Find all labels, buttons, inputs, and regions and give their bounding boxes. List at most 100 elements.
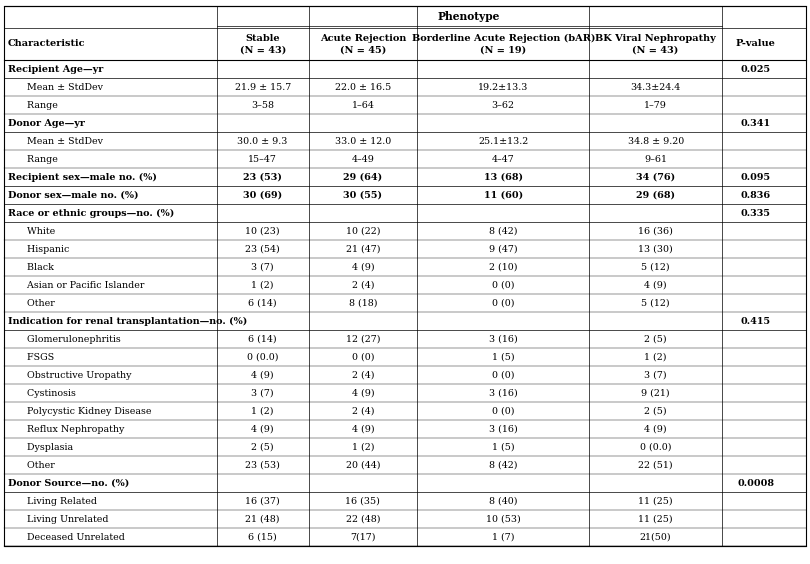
Text: 30 (55): 30 (55) (343, 191, 382, 200)
Text: Donor Age—yr: Donor Age—yr (8, 118, 85, 127)
Text: 22 (48): 22 (48) (346, 514, 380, 523)
Text: 22.0 ± 16.5: 22.0 ± 16.5 (335, 82, 391, 91)
Text: 29 (64): 29 (64) (343, 173, 382, 182)
Text: Stable
(N = 43): Stable (N = 43) (240, 34, 286, 54)
Text: 9 (21): 9 (21) (642, 389, 670, 398)
Text: 22 (51): 22 (51) (638, 460, 673, 469)
Text: Dysplasia: Dysplasia (18, 443, 73, 452)
Text: 10 (53): 10 (53) (486, 514, 521, 523)
Text: Asian or Pacific Islander: Asian or Pacific Islander (18, 280, 144, 289)
Text: 23 (54): 23 (54) (245, 245, 280, 253)
Text: Recipient sex—male no. (%): Recipient sex—male no. (%) (8, 173, 157, 182)
Text: 0 (0): 0 (0) (492, 407, 514, 416)
Text: Mean ± StdDev: Mean ± StdDev (18, 136, 103, 146)
Text: Characteristic: Characteristic (8, 39, 86, 49)
Text: 13 (68): 13 (68) (484, 173, 522, 182)
Text: 5 (12): 5 (12) (642, 298, 670, 307)
Text: Living Unrelated: Living Unrelated (18, 514, 109, 523)
Text: 15–47: 15–47 (248, 155, 277, 164)
Text: 1 (2): 1 (2) (352, 443, 374, 452)
Text: P-value: P-value (736, 39, 776, 49)
Text: 4–49: 4–49 (352, 155, 374, 164)
Text: 25.1±13.2: 25.1±13.2 (478, 136, 528, 146)
Text: Living Related: Living Related (18, 496, 97, 505)
Text: 1 (7): 1 (7) (492, 532, 514, 541)
Text: 10 (23): 10 (23) (245, 227, 280, 236)
Text: 23 (53): 23 (53) (245, 460, 280, 469)
Text: 33.0 ± 12.0: 33.0 ± 12.0 (335, 136, 391, 146)
Text: 12 (27): 12 (27) (346, 334, 380, 343)
Text: 0.0008: 0.0008 (737, 478, 774, 487)
Text: 1–79: 1–79 (644, 100, 667, 109)
Text: Polycystic Kidney Disease: Polycystic Kidney Disease (18, 407, 151, 416)
Text: 16 (35): 16 (35) (345, 496, 381, 505)
Text: 0 (0): 0 (0) (492, 371, 514, 380)
Text: 21 (47): 21 (47) (346, 245, 380, 253)
Text: Acute Rejection
(N = 45): Acute Rejection (N = 45) (320, 34, 406, 54)
Text: Hispanic: Hispanic (18, 245, 70, 253)
Text: BK Viral Nephropathy
(N = 43): BK Viral Nephropathy (N = 43) (595, 34, 716, 54)
Text: 6 (15): 6 (15) (249, 532, 277, 541)
Text: 6 (14): 6 (14) (249, 298, 277, 307)
Text: 16 (36): 16 (36) (638, 227, 673, 236)
Text: 3 (7): 3 (7) (644, 371, 667, 380)
Text: 34.3±24.4: 34.3±24.4 (630, 82, 680, 91)
Text: 4–47: 4–47 (492, 155, 514, 164)
Text: 8 (42): 8 (42) (489, 227, 518, 236)
Text: 3–62: 3–62 (492, 100, 514, 109)
Text: 2 (5): 2 (5) (251, 443, 274, 452)
Text: Other: Other (18, 298, 55, 307)
Text: 0 (0): 0 (0) (492, 298, 514, 307)
Text: 8 (18): 8 (18) (348, 298, 377, 307)
Text: 4 (9): 4 (9) (644, 280, 667, 289)
Text: 3 (16): 3 (16) (489, 389, 518, 398)
Text: 3 (7): 3 (7) (251, 262, 274, 271)
Text: 23 (53): 23 (53) (243, 173, 282, 182)
Text: 13 (30): 13 (30) (638, 245, 673, 253)
Text: 5 (12): 5 (12) (642, 262, 670, 271)
Text: White: White (18, 227, 55, 236)
Text: 4 (9): 4 (9) (352, 425, 374, 434)
Text: 4 (9): 4 (9) (352, 262, 374, 271)
Text: Donor sex—male no. (%): Donor sex—male no. (%) (8, 191, 139, 200)
Text: 2 (4): 2 (4) (352, 407, 374, 416)
Text: Mean ± StdDev: Mean ± StdDev (18, 82, 103, 91)
Text: 21.9 ± 15.7: 21.9 ± 15.7 (235, 82, 291, 91)
Text: 3 (16): 3 (16) (489, 334, 518, 343)
Text: 3 (16): 3 (16) (489, 425, 518, 434)
Text: Phenotype: Phenotype (438, 11, 501, 23)
Text: 0.341: 0.341 (741, 118, 771, 127)
Text: Deceased Unrelated: Deceased Unrelated (18, 532, 125, 541)
Text: Reflux Nephropathy: Reflux Nephropathy (18, 425, 125, 434)
Text: 6 (14): 6 (14) (249, 334, 277, 343)
Text: 7(17): 7(17) (350, 532, 376, 541)
Text: 2 (10): 2 (10) (489, 262, 518, 271)
Text: Cystinosis: Cystinosis (18, 389, 76, 398)
Text: 1 (2): 1 (2) (645, 352, 667, 362)
Text: 1 (5): 1 (5) (492, 443, 514, 452)
Text: 3–58: 3–58 (251, 100, 274, 109)
Text: 0.095: 0.095 (741, 173, 771, 182)
Text: 0.335: 0.335 (741, 209, 771, 218)
Text: Race or ethnic groups—no. (%): Race or ethnic groups—no. (%) (8, 209, 174, 218)
Text: 0 (0): 0 (0) (492, 280, 514, 289)
Text: 11 (25): 11 (25) (638, 514, 673, 523)
Text: 0 (0.0): 0 (0.0) (247, 352, 279, 362)
Text: 0 (0.0): 0 (0.0) (640, 443, 671, 452)
Text: 4 (9): 4 (9) (644, 425, 667, 434)
Text: Obstructive Uropathy: Obstructive Uropathy (18, 371, 131, 380)
Text: 0.415: 0.415 (741, 316, 771, 325)
Text: 21(50): 21(50) (640, 532, 671, 541)
Text: 4 (9): 4 (9) (251, 371, 274, 380)
Text: 30.0 ± 9.3: 30.0 ± 9.3 (237, 136, 288, 146)
Text: 3 (7): 3 (7) (251, 389, 274, 398)
Text: 19.2±13.3: 19.2±13.3 (478, 82, 528, 91)
Text: Donor Source—no. (%): Donor Source—no. (%) (8, 478, 130, 487)
Text: Borderline Acute Rejection (bAR)
(N = 19): Borderline Acute Rejection (bAR) (N = 19… (411, 34, 595, 54)
Text: Range: Range (18, 100, 58, 109)
Text: 30 (69): 30 (69) (243, 191, 282, 200)
Text: 8 (42): 8 (42) (489, 460, 518, 469)
Text: Glomerulonephritis: Glomerulonephritis (18, 334, 121, 343)
Text: Indication for renal transplantation—no. (%): Indication for renal transplantation—no.… (8, 316, 247, 325)
Text: 1 (2): 1 (2) (251, 280, 274, 289)
